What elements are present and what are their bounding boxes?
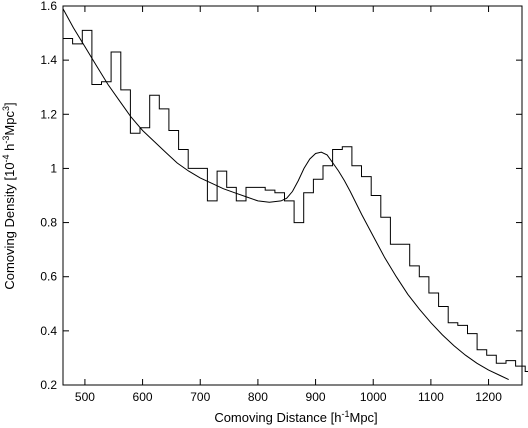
y-tick-label: 1.2 [40,107,57,121]
y-tick-label: 0.2 [40,378,57,392]
x-axis-label-suffix: Mpc] [350,410,378,425]
y-axis-label: Comoving Density [10-4 h-3Mpc3] [1,102,17,289]
y-axis-label-mid2: Mpc [2,111,17,136]
y-axis-label-sup2: -3 [1,136,11,144]
y-tick-label: 0.6 [40,270,57,284]
y-tick-label: 1 [50,161,57,175]
y-axis-label-sup1: -4 [1,154,11,162]
x-tick-label: 900 [306,390,326,404]
y-tick-label: 1.6 [40,0,57,13]
plot-frame [62,5,523,386]
y-axis-label-sup3: 3 [1,106,11,111]
x-axis-label: Comoving Distance [h-1Mpc] [214,409,377,425]
y-tick-label: 1.4 [40,53,57,67]
y-axis-label-mid: h [2,144,17,155]
x-tick-label: 500 [75,390,95,404]
y-tick-label: 0.4 [40,324,57,338]
model-curve-series [62,8,509,381]
x-tick-label: 1100 [418,390,444,404]
ticks [63,5,522,386]
y-tick-label: 0.8 [40,216,57,230]
x-tick-label: 600 [133,390,153,404]
x-tick-label: 800 [248,390,268,404]
x-tick-label: 1200 [475,390,502,404]
y-axis-label-suffix: ] [2,102,17,106]
y-axis-label-prefix: Comoving Density [10 [2,162,17,289]
x-axis-label-prefix: Comoving Distance [h [214,410,341,425]
x-tick-label: 1000 [360,390,387,404]
histogram-series [63,29,528,372]
tick-labels: 500 600 700 800 900 1000 1100 1200 0.2 0.4 0.6 0.8 1… [40,0,502,404]
x-tick-label: 700 [190,390,210,404]
x-axis-label-sup: -1 [341,409,349,419]
